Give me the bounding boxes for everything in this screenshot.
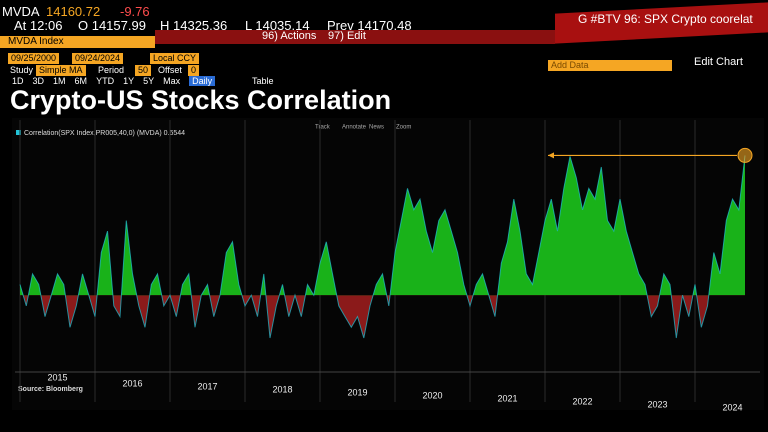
x-tick-label: 2022 [572,396,592,406]
study-label: Study [10,65,34,75]
tool[interactable]: Zoom [396,125,411,131]
tool[interactable]: News [369,125,384,131]
x-tick-label: 2016 [122,378,142,388]
menu-bar [155,30,555,44]
x-tick-label: 2019 [347,387,367,397]
start-date[interactable]: 09/25/2000 [8,53,60,64]
tool[interactable]: Annotate [342,125,367,131]
range-button[interactable]: 1D [12,76,24,86]
tool[interactable]: Track [315,125,331,131]
x-tick-label: 2024 [722,402,742,412]
study[interactable]: Simple MA [36,65,86,76]
security-bar [0,36,155,48]
range-button[interactable]: 5Y [143,76,155,86]
period-label: Period [98,65,125,75]
negative-area [23,295,709,338]
time: At 12:06 [14,18,63,33]
offset-label: Offset [158,65,182,75]
legend-label: Correlation(SPX Index,PR005,40,0) (MVDA)… [24,130,185,137]
plot-bg [12,118,764,410]
x-tick-label: 2017 [197,381,217,391]
open: O 14157.99 [78,18,146,33]
x-tick-label: 2021 [497,393,517,403]
range-button[interactable]: 3D [32,76,45,86]
x-tick-label: 2018 [272,384,292,394]
low: L 14035.14 [245,18,310,33]
ticker: MVDA [2,4,40,19]
edit[interactable]: 97) Edit [328,30,366,42]
ranges: 1D 3D 1M 6M YTD 1Y 5Y Max Daily [12,76,216,86]
legend-swatch [16,130,21,135]
frequency[interactable]: Daily [189,76,216,86]
offset[interactable]: 0 [188,65,200,76]
x-tick-label: 2015 [47,372,67,382]
chart-title: Crypto-US Stocks Correlation [10,85,391,115]
x-tick-label: 2020 [422,390,442,400]
period[interactable]: 50 [135,65,152,76]
actions[interactable]: 96) Actions [262,30,317,42]
range-button[interactable]: 1Y [123,76,135,86]
arrow-head [548,152,554,159]
edit-chart[interactable]: Edit Chart [694,56,743,68]
security: MVDA Index [8,36,64,47]
end-date[interactable]: 09/24/2024 [72,53,124,64]
range-button[interactable]: 1M [53,76,66,86]
correlation-line [19,155,746,339]
change: -9.76 [120,4,150,19]
highlight [737,147,753,163]
currency[interactable]: Local CCY [150,53,200,64]
add-data[interactable]: Add Data [548,60,672,71]
source: Source: Bloomberg [18,386,83,393]
banner: G #BTV 96: SPX Crypto coorelat [578,12,753,26]
last-price: 14160.72 [46,4,101,19]
high: H 14325.36 [160,18,228,33]
range-button[interactable]: YTD [96,76,115,86]
prev: Prev 14170.48 [327,18,412,33]
range-button[interactable]: 6M [74,76,88,86]
range-button[interactable]: Max [163,76,181,86]
table[interactable]: Table [252,76,274,86]
x-tick-label: 2023 [647,399,667,409]
